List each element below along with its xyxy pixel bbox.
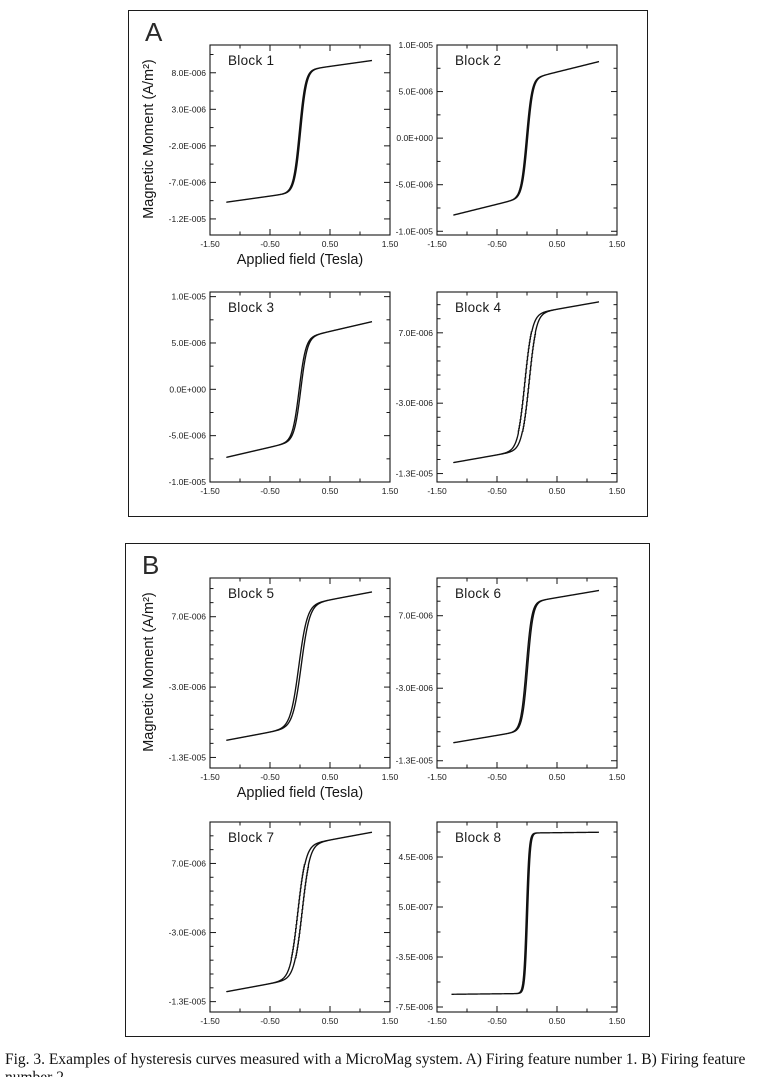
svg-text:-1.3E-005: -1.3E-005: [169, 997, 207, 1007]
svg-text:0.50: 0.50: [549, 1016, 566, 1026]
svg-text:0.50: 0.50: [322, 772, 339, 782]
svg-text:5.0E-006: 5.0E-006: [399, 87, 434, 97]
svg-text:-7.0E-006: -7.0E-006: [169, 177, 207, 187]
svg-text:-3.0E-006: -3.0E-006: [169, 928, 207, 938]
svg-text:1.50: 1.50: [382, 1016, 399, 1026]
svg-text:-1.50: -1.50: [200, 486, 220, 496]
panel-A-y-axis-title: Magnetic Moment (A/m²): [141, 59, 157, 219]
hysteresis-chart-block-1: -1.50 -0.50 0.50 1.50 8.0E-006 3.0E-006 -2.0E-…: [169, 44, 399, 249]
svg-text:-3.0E-006: -3.0E-006: [396, 683, 434, 693]
block-8-title: Block 8: [455, 830, 502, 845]
plot-block-4: -1.50 -0.50 0.50 1.50 7.0E-006 -3.0E-006 -1.3E…: [379, 282, 629, 520]
svg-text:-1.50: -1.50: [427, 1016, 447, 1026]
svg-text:0.50: 0.50: [549, 486, 566, 496]
svg-text:1.0E-005: 1.0E-005: [172, 292, 207, 302]
svg-text:-1.50: -1.50: [427, 239, 447, 249]
svg-text:0.0E+000: 0.0E+000: [396, 133, 433, 143]
svg-text:-0.50: -0.50: [260, 772, 280, 782]
block-7-title: Block 7: [228, 830, 275, 845]
svg-text:-0.50: -0.50: [487, 486, 507, 496]
svg-text:0.0E+000: 0.0E+000: [169, 384, 206, 394]
svg-text:-5.0E-006: -5.0E-006: [169, 431, 207, 441]
svg-text:0.50: 0.50: [322, 1016, 339, 1026]
hysteresis-chart-block-8: -1.50 -0.50 0.50 1.50 4.5E-006 5.0E-007 -3.5E-…: [396, 821, 626, 1026]
svg-text:1.0E-005: 1.0E-005: [399, 40, 434, 50]
svg-text:3.0E-006: 3.0E-006: [172, 104, 207, 114]
svg-text:0.50: 0.50: [322, 239, 339, 249]
panel-A-x-axis-title: Applied field (Tesla): [236, 252, 364, 268]
svg-text:-0.50: -0.50: [487, 1016, 507, 1026]
svg-text:-5.0E-006: -5.0E-006: [396, 180, 434, 190]
svg-text:0.50: 0.50: [322, 486, 339, 496]
svg-text:0.50: 0.50: [549, 772, 566, 782]
hysteresis-chart-block-6: -1.50 -0.50 0.50 1.50 7.0E-006 -3.0E-006 -1.3E…: [396, 577, 626, 782]
svg-text:-1.0E-005: -1.0E-005: [169, 477, 207, 487]
plot-block-5: -1.50 -0.50 0.50 1.50 7.0E-006 -3.0E-006 -1.3E…: [152, 568, 402, 806]
svg-text:1.50: 1.50: [382, 239, 399, 249]
panel-A-label: A: [145, 17, 163, 47]
block-1-title: Block 1: [228, 53, 275, 68]
hysteresis-chart-block-3: -1.50 -0.50 0.50 1.50 1.0E-005 5.0E-006 0.0E+0…: [169, 291, 399, 496]
svg-text:-1.50: -1.50: [427, 486, 447, 496]
plot-block-8: -1.50 -0.50 0.50 1.50 4.5E-006 5.0E-007 -3.5E-…: [379, 812, 629, 1050]
block-5-title: Block 5: [228, 586, 275, 601]
svg-text:1.50: 1.50: [382, 772, 399, 782]
svg-text:-1.50: -1.50: [427, 772, 447, 782]
svg-text:4.5E-006: 4.5E-006: [399, 852, 434, 862]
hysteresis-chart-block-2: -1.50 -0.50 0.50 1.50 1.0E-005 5.0E-006 0.0E+0…: [396, 40, 626, 249]
hysteresis-chart-block-7: -1.50 -0.50 0.50 1.50 7.0E-006 -3.0E-006 -1.3E…: [169, 821, 399, 1026]
svg-text:1.50: 1.50: [609, 772, 626, 782]
plot-block-7: -1.50 -0.50 0.50 1.50 7.0E-006 -3.0E-006 -1.3E…: [152, 812, 402, 1050]
panel-B-x-axis-title: Applied field (Tesla): [236, 785, 364, 801]
svg-text:-0.50: -0.50: [487, 239, 507, 249]
hysteresis-chart-block-4: -1.50 -0.50 0.50 1.50 7.0E-006 -3.0E-006 -1.3E…: [396, 291, 626, 496]
svg-text:-1.50: -1.50: [200, 1016, 220, 1026]
svg-text:-1.50: -1.50: [200, 772, 220, 782]
svg-text:-1.3E-005: -1.3E-005: [396, 756, 434, 766]
svg-text:0.50: 0.50: [549, 239, 566, 249]
svg-text:7.0E-006: 7.0E-006: [172, 858, 207, 868]
svg-text:7.0E-006: 7.0E-006: [399, 611, 434, 621]
svg-text:1.50: 1.50: [382, 486, 399, 496]
panel-B-box: B: [125, 543, 650, 1037]
svg-text:-1.3E-005: -1.3E-005: [396, 469, 434, 479]
svg-text:-1.50: -1.50: [200, 239, 220, 249]
svg-text:1.50: 1.50: [609, 239, 626, 249]
plot-block-6: -1.50 -0.50 0.50 1.50 7.0E-006 -3.0E-006 -1.3E…: [379, 568, 629, 806]
block-4-title: Block 4: [455, 300, 502, 315]
plot-block-1: -1.50 -0.50 0.50 1.50 8.0E-006 3.0E-006 -2.0E-…: [152, 35, 402, 273]
svg-text:-1.0E-005: -1.0E-005: [396, 226, 434, 236]
svg-text:-0.50: -0.50: [260, 486, 280, 496]
hysteresis-chart-block-5: -1.50 -0.50 0.50 1.50 7.0E-006 -3.0E-006 -1.3E…: [169, 577, 399, 782]
svg-text:-1.3E-005: -1.3E-005: [169, 752, 207, 762]
svg-text:-0.50: -0.50: [260, 239, 280, 249]
svg-text:-2.0E-006: -2.0E-006: [169, 141, 207, 151]
svg-text:5.0E-006: 5.0E-006: [172, 338, 207, 348]
plot-block-2: -1.50 -0.50 0.50 1.50 1.0E-005 5.0E-006 0.0E+0…: [379, 35, 629, 273]
svg-text:-3.5E-006: -3.5E-006: [396, 952, 434, 962]
svg-text:-3.0E-006: -3.0E-006: [169, 682, 207, 692]
svg-text:-3.0E-006: -3.0E-006: [396, 398, 434, 408]
panel-B-y-axis-title: Magnetic Moment (A/m²): [141, 592, 157, 752]
svg-text:-0.50: -0.50: [260, 1016, 280, 1026]
svg-text:5.0E-007: 5.0E-007: [399, 902, 434, 912]
svg-text:1.50: 1.50: [609, 1016, 626, 1026]
svg-text:7.0E-006: 7.0E-006: [399, 328, 434, 338]
block-2-title: Block 2: [455, 53, 502, 68]
svg-text:-0.50: -0.50: [487, 772, 507, 782]
block-6-title: Block 6: [455, 586, 502, 601]
panel-A-box: A: [128, 10, 648, 517]
svg-text:8.0E-006: 8.0E-006: [172, 68, 207, 78]
svg-text:-1.2E-005: -1.2E-005: [169, 214, 207, 224]
figure-caption: Fig. 3. Examples of hysteresis curves me…: [5, 1051, 746, 1077]
svg-text:1.50: 1.50: [609, 486, 626, 496]
svg-text:-7.5E-006: -7.5E-006: [396, 1002, 434, 1012]
svg-text:7.0E-006: 7.0E-006: [172, 612, 207, 622]
panel-B-label: B: [142, 550, 160, 580]
plot-block-3: -1.50 -0.50 0.50 1.50 1.0E-005 5.0E-006 0.0E+0…: [152, 282, 402, 520]
block-3-title: Block 3: [228, 300, 275, 315]
